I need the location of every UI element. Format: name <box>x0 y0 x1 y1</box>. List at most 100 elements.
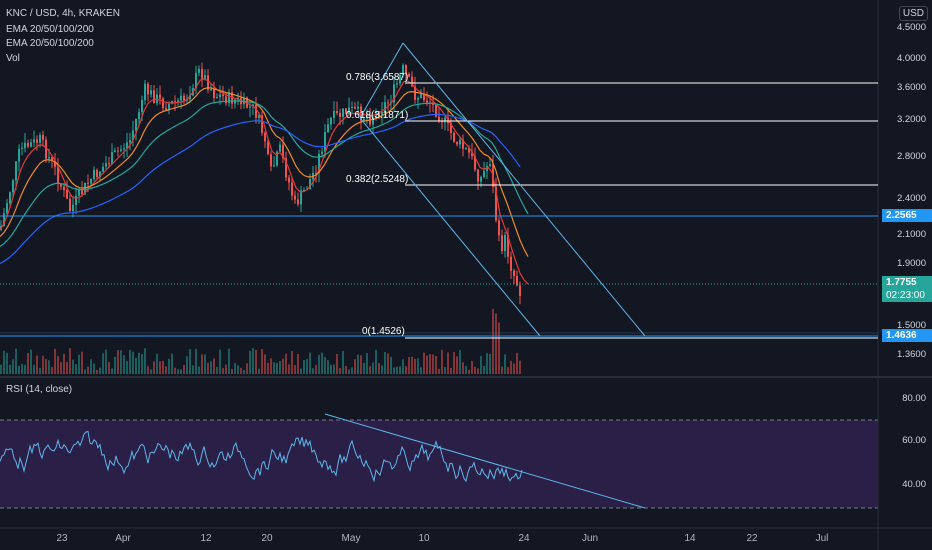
candle-body <box>75 195 77 205</box>
candle-body <box>156 94 158 104</box>
candle-body <box>279 144 281 152</box>
volume-bar <box>69 348 71 374</box>
rsi-line <box>0 430 523 483</box>
candle-body <box>510 256 512 271</box>
candle-body <box>387 102 389 104</box>
volume-bar <box>84 369 86 374</box>
candle-body <box>456 141 458 145</box>
volume-bar <box>366 353 368 374</box>
candle-body <box>162 98 164 109</box>
candle-body <box>501 235 503 252</box>
candle-body <box>87 182 89 184</box>
candle-body <box>453 132 455 142</box>
volume-bar <box>159 361 161 374</box>
volume-legend[interactable]: Vol <box>6 53 20 64</box>
volume-bar <box>408 357 410 374</box>
candle-body <box>351 106 353 108</box>
candle-body <box>90 178 92 184</box>
candle-body <box>219 94 221 98</box>
candle-body <box>486 166 488 172</box>
volume-bar <box>441 349 443 374</box>
symbol-title[interactable]: KNC / USD, 4h, KRAKEN <box>6 8 120 19</box>
currency-badge[interactable]: USD <box>898 6 928 21</box>
fib-label-0786[interactable]: 0.786(3.6587) <box>346 72 409 83</box>
volume-bar <box>483 365 485 374</box>
candle-body <box>171 100 173 104</box>
time-label: 20 <box>261 533 273 544</box>
candle-body <box>168 103 170 111</box>
candle-body <box>417 98 419 100</box>
support-price-badge[interactable]: 1.4636 <box>882 329 932 342</box>
volume-bar <box>144 348 146 374</box>
volume-bar <box>297 353 299 374</box>
volume-bar <box>507 367 509 374</box>
candle-body <box>6 203 8 214</box>
candle-body <box>333 111 335 118</box>
volume-bar <box>93 363 95 374</box>
volume-bar <box>330 364 332 374</box>
candle-body <box>270 154 272 167</box>
volume-bar <box>222 368 224 374</box>
volume-bar <box>120 350 122 374</box>
candle-body <box>216 97 218 99</box>
volume-bar <box>432 354 434 374</box>
fib-label-0618[interactable]: 0.618(3.1871) <box>346 110 409 121</box>
candle-body <box>57 166 59 184</box>
volume-bar <box>45 359 47 374</box>
volume-bar <box>96 369 98 374</box>
volume-bar <box>204 354 206 374</box>
candle-body <box>276 151 278 166</box>
candle-body <box>426 100 428 103</box>
candle-body <box>135 119 137 131</box>
volume-bar <box>54 348 56 374</box>
candle-body <box>450 123 452 133</box>
candle-body <box>27 142 29 147</box>
resistance-price-badge[interactable]: 2.2565 <box>882 209 932 222</box>
candle-body <box>54 160 56 167</box>
channel-lower-line-2[interactable] <box>359 117 541 337</box>
candle-body <box>222 94 224 97</box>
volume-bar <box>333 364 335 374</box>
candle-body <box>273 165 275 167</box>
candle-body <box>405 65 407 75</box>
volume-bar <box>426 355 428 374</box>
price-label: 3.2000 <box>896 114 926 125</box>
candle-body <box>189 95 191 100</box>
volume-bar <box>489 353 491 374</box>
volume-bar <box>108 362 110 374</box>
candle-body <box>36 139 38 143</box>
candle-body <box>414 86 416 100</box>
volume-bar <box>378 363 380 374</box>
candle-body <box>207 75 209 90</box>
rsi-trendline[interactable] <box>324 413 646 509</box>
volume-bar <box>30 349 32 374</box>
volume-bar <box>399 366 401 374</box>
volume-bar <box>78 354 80 374</box>
volume-bar <box>363 362 365 374</box>
volume-bar <box>447 352 449 374</box>
volume-bar <box>48 360 50 374</box>
candle-body <box>366 116 368 119</box>
candle-body <box>111 152 113 165</box>
candle-body <box>231 92 233 104</box>
fib-label-0[interactable]: 0(1.4526) <box>362 326 405 337</box>
rsi-title[interactable]: RSI (14, close) <box>6 384 73 395</box>
volume-bar <box>123 355 125 374</box>
volume-bar <box>435 355 437 374</box>
channel-upper-line[interactable] <box>402 42 646 337</box>
volume-bar <box>36 355 38 374</box>
fib-label-0382[interactable]: 0.382(2.5248) <box>346 174 409 185</box>
volume-bar <box>24 364 26 374</box>
candle-body <box>507 234 509 257</box>
volume-bar <box>456 356 458 374</box>
volume-bar <box>339 367 341 374</box>
volume-bar <box>213 358 215 374</box>
ema-lines <box>0 78 529 285</box>
candle-body <box>516 275 518 286</box>
ema-legend-2[interactable]: EMA 20/50/100/200 <box>6 38 94 49</box>
volume-bar <box>156 353 158 374</box>
ema-line <box>0 113 521 265</box>
channel-lower-line[interactable] <box>359 42 404 119</box>
ema-legend-1[interactable]: EMA 20/50/100/200 <box>6 24 94 35</box>
